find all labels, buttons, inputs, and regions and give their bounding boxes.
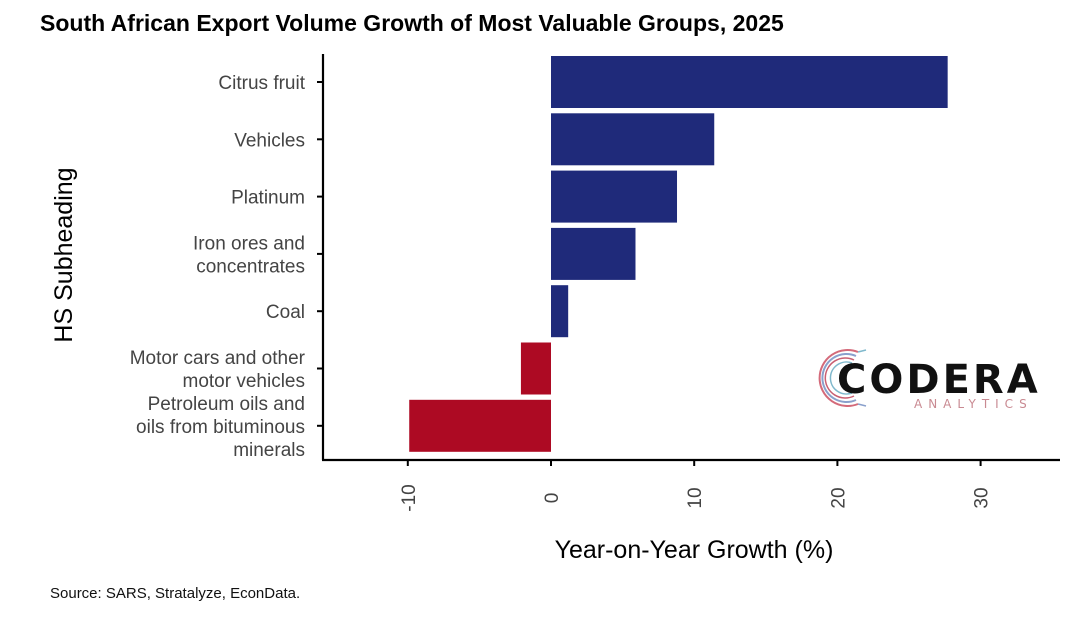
x-tick-label: -10 <box>399 484 420 511</box>
category-labels: Citrus fruit Vehicles Platinum Iron ores an… <box>130 73 306 461</box>
x-tick-label: 20 <box>828 487 849 508</box>
x-tick-label: 10 <box>685 487 706 508</box>
bar-6 <box>409 399 551 452</box>
category-label: Platinum <box>231 188 305 209</box>
axes-group <box>317 54 1060 466</box>
category-label: Vehicles <box>234 130 305 151</box>
category-label: Petroleum oils and oils from bituminous mi… <box>136 394 305 461</box>
bar-2 <box>551 170 678 223</box>
codera-logo: CODERA ANALYTICS <box>818 349 1041 411</box>
logo-circuit-icon <box>818 349 867 407</box>
bar-5 <box>520 342 551 395</box>
chart-title: South African Export Volume Growth of Mo… <box>40 10 784 36</box>
bar-0 <box>551 56 948 108</box>
category-label: Citrus fruit <box>218 73 305 94</box>
x-tick-labels: -10 0 10 20 30 <box>399 484 993 511</box>
category-label: Iron ores and concentrates <box>193 233 305 277</box>
x-tick-label: 0 <box>542 493 563 504</box>
source-note: Source: SARS, Stratalyze, EconData. <box>50 585 301 602</box>
bar-4 <box>551 285 569 338</box>
bar-3 <box>551 227 636 280</box>
x-axis-title: Year-on-Year Growth (%) <box>555 536 834 564</box>
y-axis-title: HS Subheading <box>50 167 78 342</box>
logo-name: CODERA <box>837 357 1041 403</box>
logo-sub: ANALYTICS <box>914 397 1033 411</box>
x-tick-label: 30 <box>972 487 993 508</box>
category-label: Coal <box>266 302 305 323</box>
category-label: Motor cars and other motor vehicles <box>130 348 306 392</box>
bar-1 <box>551 113 715 166</box>
bars-group <box>409 56 948 452</box>
